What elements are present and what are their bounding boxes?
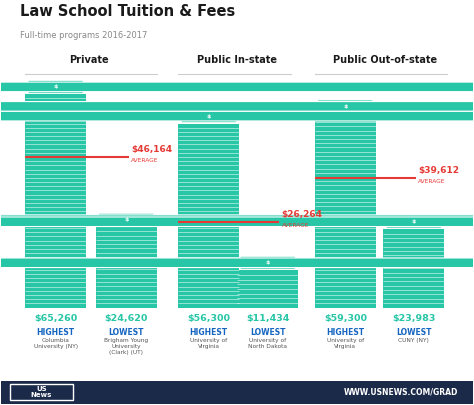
Text: HIGHEST: HIGHEST: [326, 328, 365, 337]
Circle shape: [0, 82, 474, 92]
Text: AVERAGE: AVERAGE: [419, 179, 446, 184]
Bar: [237, 270, 298, 307]
Text: $39,612: $39,612: [419, 166, 459, 175]
FancyBboxPatch shape: [99, 213, 154, 226]
FancyBboxPatch shape: [181, 110, 236, 122]
Circle shape: [0, 111, 474, 121]
Text: $46,164: $46,164: [131, 145, 172, 154]
FancyBboxPatch shape: [386, 215, 441, 228]
Text: AVERAGE: AVERAGE: [282, 223, 309, 228]
Text: $: $: [343, 104, 347, 109]
Text: $59,300: $59,300: [324, 314, 367, 324]
Circle shape: [0, 102, 474, 111]
Text: LOWEST: LOWEST: [396, 328, 431, 337]
FancyBboxPatch shape: [318, 100, 373, 113]
FancyBboxPatch shape: [240, 256, 295, 269]
Text: $23,983: $23,983: [392, 314, 436, 324]
Bar: [25, 94, 86, 307]
Text: CUNY (NY): CUNY (NY): [398, 339, 429, 343]
Circle shape: [0, 258, 474, 268]
Text: $: $: [207, 114, 211, 119]
Circle shape: [0, 215, 474, 224]
Bar: [96, 227, 157, 307]
Text: Public Out-of-state: Public Out-of-state: [333, 55, 438, 65]
Text: $24,620: $24,620: [105, 314, 148, 324]
Text: HIGHEST: HIGHEST: [190, 328, 228, 337]
Text: University of
Virginia: University of Virginia: [327, 339, 364, 349]
Text: $11,434: $11,434: [246, 314, 289, 324]
Bar: [178, 124, 239, 307]
Text: $26,264: $26,264: [282, 210, 323, 219]
Bar: [1, 381, 473, 404]
Text: Law School Tuition & Fees: Law School Tuition & Fees: [20, 4, 236, 19]
Text: $: $: [54, 84, 58, 90]
Bar: [383, 229, 444, 307]
Text: Columbia
University (NY): Columbia University (NY): [34, 339, 78, 349]
Text: $: $: [411, 219, 416, 224]
Text: LOWEST: LOWEST: [109, 328, 144, 337]
Text: Full-time programs 2016-2017: Full-time programs 2016-2017: [20, 31, 147, 40]
Text: US
News: US News: [31, 386, 52, 398]
Text: LOWEST: LOWEST: [250, 328, 285, 337]
Text: University of
North Dakota: University of North Dakota: [248, 339, 287, 349]
Text: AVERAGE: AVERAGE: [131, 158, 158, 163]
Text: Brigham Young
University
(Clark) (UT): Brigham Young University (Clark) (UT): [104, 339, 148, 355]
Text: $: $: [124, 217, 128, 222]
FancyBboxPatch shape: [28, 81, 83, 93]
Text: HIGHEST: HIGHEST: [36, 328, 74, 337]
Circle shape: [0, 217, 474, 226]
FancyBboxPatch shape: [10, 384, 73, 400]
Bar: [315, 114, 376, 307]
Text: $56,300: $56,300: [187, 314, 230, 324]
Text: University of
Virginia: University of Virginia: [190, 339, 228, 349]
Text: $65,260: $65,260: [34, 314, 77, 324]
Text: WWW.USNEWS.COM/GRAD: WWW.USNEWS.COM/GRAD: [344, 388, 458, 396]
Text: $: $: [265, 260, 270, 265]
Text: Public In-state: Public In-state: [197, 55, 277, 65]
Text: Private: Private: [69, 55, 109, 65]
